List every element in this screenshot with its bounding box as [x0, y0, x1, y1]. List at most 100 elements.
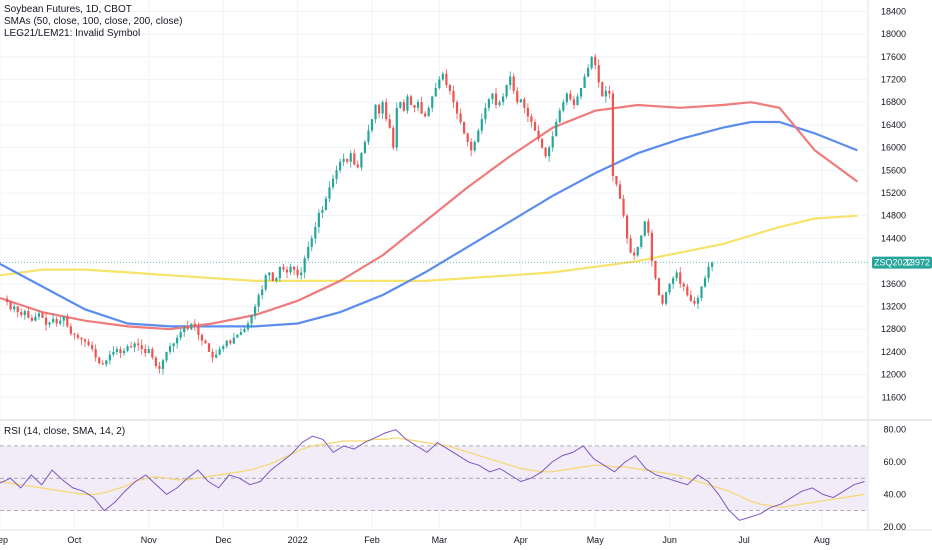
candle-body — [310, 238, 313, 247]
candle-body — [703, 278, 707, 287]
candle-body — [530, 116, 533, 123]
candle-body — [640, 235, 643, 247]
candle-body — [317, 212, 320, 228]
candle-body — [321, 210, 324, 213]
candle-body — [147, 349, 150, 354]
candle-body — [137, 343, 140, 346]
candle-body — [16, 306, 19, 313]
candle-body — [105, 360, 108, 365]
candle-body — [363, 141, 367, 154]
candle-body — [455, 102, 459, 114]
candle-body — [342, 158, 345, 162]
price-tick-label: 12800 — [881, 324, 906, 334]
candle-body — [30, 317, 33, 321]
candle-body — [686, 286, 689, 296]
candle-body — [650, 232, 653, 262]
candle-body — [622, 198, 625, 216]
candle-body — [473, 141, 476, 151]
candle-body — [558, 110, 561, 123]
candle-body — [179, 332, 182, 338]
candle-body — [654, 261, 657, 279]
candle-body — [218, 349, 221, 355]
sma-layer — [0, 101, 859, 331]
candle-body — [512, 76, 515, 91]
candle-body — [289, 266, 292, 273]
candle-body — [399, 102, 402, 108]
candle-body — [197, 326, 200, 335]
candle-body — [239, 332, 243, 335]
candle-body — [360, 153, 363, 168]
candle-body — [615, 175, 618, 185]
candle-body — [186, 326, 189, 330]
price-tick-label: 16400 — [881, 120, 906, 130]
price-tick-label: 13200 — [881, 301, 906, 311]
candle-body — [505, 85, 508, 97]
candle-body — [140, 345, 143, 350]
candle-body — [402, 102, 405, 111]
price-tick-label: 17600 — [881, 52, 906, 62]
candle-body — [76, 334, 80, 338]
candle-body — [509, 76, 512, 86]
candle-body — [516, 90, 519, 103]
candle-body — [176, 337, 179, 344]
candle-body — [540, 139, 544, 148]
candle-body — [225, 340, 228, 347]
candle-body — [236, 334, 239, 338]
rsi-tick-label: 40.00 — [883, 489, 906, 499]
candle-body — [98, 357, 101, 364]
rsi-legend: RSI (14, close, SMA, 14, 2) — [4, 426, 126, 437]
candle-body — [101, 363, 104, 365]
candle-body — [83, 339, 87, 342]
candle-body — [385, 102, 388, 120]
candle-body — [41, 313, 44, 318]
candle-body — [480, 119, 483, 131]
time-tick-label: Dec — [215, 535, 232, 545]
candle-body — [477, 130, 480, 142]
candle-body — [427, 107, 430, 117]
candle-body — [129, 346, 133, 348]
time-tick-label: Apr — [514, 535, 528, 545]
candle-body — [555, 122, 558, 137]
candle-body — [73, 333, 76, 335]
candle-body — [406, 96, 409, 111]
candle-body — [271, 272, 274, 281]
candle-body — [392, 127, 395, 148]
candle-body — [583, 76, 586, 88]
candle-body — [91, 345, 94, 350]
candle-body — [587, 68, 590, 77]
candle-body — [62, 316, 65, 321]
candle-body — [597, 65, 600, 83]
candle-body — [711, 262, 714, 267]
candle-body — [395, 107, 398, 148]
candle-body — [647, 221, 650, 233]
candle-body — [374, 105, 377, 120]
candle-body — [594, 56, 597, 66]
candle-body — [303, 258, 306, 273]
price-tick-label: 13600 — [881, 279, 906, 289]
candle-body — [636, 246, 639, 256]
candle-body — [296, 269, 299, 276]
sma200-line — [0, 214, 858, 282]
candle-body — [441, 73, 444, 80]
time-tick-label: Sep — [0, 535, 8, 545]
candle-body — [353, 153, 356, 165]
candle-body — [643, 221, 646, 236]
sma50-line — [0, 101, 859, 331]
candle-body — [420, 102, 423, 114]
time-tick-label: Feb — [364, 535, 380, 545]
chart-title: Soybean Futures, 1D, CBOT — [4, 4, 132, 15]
candle-body — [268, 272, 271, 276]
candle-body — [282, 266, 285, 270]
candle-body — [44, 317, 48, 325]
candle-body — [200, 334, 204, 341]
price-tick-label: 15200 — [881, 188, 906, 198]
candle-body — [133, 343, 136, 348]
candle-body — [572, 99, 576, 105]
candle-body — [370, 119, 374, 131]
candle-body — [562, 102, 565, 111]
price-tag-value: 13972 — [905, 258, 930, 268]
candle-body — [434, 87, 437, 97]
candle-body — [243, 329, 246, 333]
